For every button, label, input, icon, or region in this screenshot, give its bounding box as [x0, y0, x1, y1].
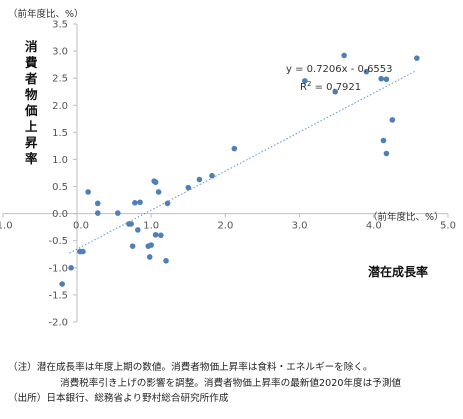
note-line-2: 消費税率引き上げの影響を調整。消費者物価上昇率の最新値2020年度は予測値: [60, 377, 402, 389]
data-point: [332, 88, 339, 95]
r-squared: R2 = 0.7921: [300, 80, 361, 93]
y-tick-label: 0.5: [52, 182, 68, 193]
data-point: [137, 199, 143, 206]
y-tick-label: 3.0: [52, 47, 68, 58]
data-point: [80, 248, 86, 255]
data-point: [158, 232, 164, 239]
y-axis-label-char: 者: [24, 71, 38, 86]
data-point: [378, 75, 385, 82]
data-point: [164, 200, 171, 207]
x-axis-label: 潜在成長率: [368, 264, 428, 279]
scatter-chart: 3.5 3.0 2.5 2.0 1.5 1.0 0.5 0.0 -0.5 -1.0 -1.5 -2.0…: [0, 8, 456, 329]
y-unit-label: （前年度比、%）: [8, 8, 84, 20]
data-point: [363, 68, 370, 75]
trendline: [69, 71, 415, 254]
y-axis-label: 消費者物価上昇率: [24, 39, 38, 166]
y-tick-label: 2.0: [52, 101, 68, 112]
y-axis-label-char: 率: [25, 151, 38, 166]
data-point: [155, 189, 162, 195]
y-tick-label: -2.0: [48, 318, 68, 329]
y-tick-label: -1.5: [48, 290, 68, 301]
data-point: [146, 254, 153, 260]
r-squared-r: R: [300, 82, 307, 93]
x-tick-label: -1.0: [0, 221, 13, 232]
source-line: （出所）日本銀行、総務省より野村総合研究所作成: [8, 393, 229, 404]
trend-equation: y = 0.7206x - 0.6553: [286, 64, 393, 75]
data-point: [68, 265, 74, 271]
x-tick-label: 2.0: [217, 221, 233, 232]
y-axis-label-char: 上: [25, 119, 38, 134]
data-point: [383, 76, 390, 83]
y-tick-label: 3.5: [52, 20, 68, 31]
x-tick-label: 1.0: [143, 221, 159, 232]
y-tick-label: -0.5: [48, 236, 68, 247]
y-tick-label: -1.0: [48, 263, 68, 274]
data-point: [152, 179, 159, 186]
x-tick-label: 5.0: [440, 221, 456, 232]
data-point: [185, 184, 192, 191]
data-point: [209, 172, 215, 179]
data-point: [115, 210, 121, 216]
data-point: [389, 117, 396, 123]
x-unit-label: （前年度比、%）: [368, 211, 444, 223]
data-point: [128, 221, 134, 227]
data-point: [196, 176, 203, 183]
data-point: [163, 257, 169, 264]
x-tick-label: 4.0: [366, 221, 382, 232]
data-point: [341, 52, 347, 59]
y-axis-label-char: 費: [25, 55, 38, 70]
tick-labels: 3.5 3.0 2.5 2.0 1.5 1.0 0.5 0.0 -0.5 -1.0 -1.5 -2.0…: [0, 20, 456, 329]
data-point: [129, 243, 136, 249]
y-tick-label: 1.5: [52, 128, 68, 139]
chart-notes: （注）潜在成長率は年度上期の数値。消費者物価上昇率は食料・エネルギーを除く。 消…: [8, 360, 458, 407]
data-point: [135, 227, 141, 233]
y-tick-label: 2.5: [52, 74, 68, 85]
x-tick-label: 3.0: [292, 221, 308, 232]
data-point: [414, 55, 420, 61]
x-tick-label: 0.0: [73, 221, 89, 232]
data-point: [59, 281, 65, 287]
y-tick-label: 1.0: [52, 155, 68, 166]
points-layer: [59, 52, 420, 287]
data-point: [301, 78, 308, 84]
y-axis-label-char: 昇: [25, 135, 38, 150]
y-axis-label-char: 消: [25, 39, 38, 54]
data-point: [132, 200, 138, 206]
y-axis-label-char: 価: [24, 103, 38, 118]
data-point: [383, 150, 390, 157]
data-point: [94, 210, 101, 216]
data-point: [94, 200, 101, 207]
data-point: [148, 242, 154, 248]
data-point: [152, 231, 159, 238]
note-line-1: （注）潜在成長率は年度上期の数値。消費者物価上昇率は食料・エネルギーを除く。: [8, 362, 373, 373]
data-point: [231, 145, 238, 152]
data-point: [380, 137, 387, 144]
y-axis-label-char: 物: [25, 87, 38, 102]
r-squared-value: = 0.7921: [311, 82, 361, 93]
r-squared-sup: 2: [307, 80, 311, 88]
y-tick-label: 0.0: [52, 209, 68, 220]
trendline-layer: [69, 71, 415, 254]
data-point: [85, 189, 91, 195]
